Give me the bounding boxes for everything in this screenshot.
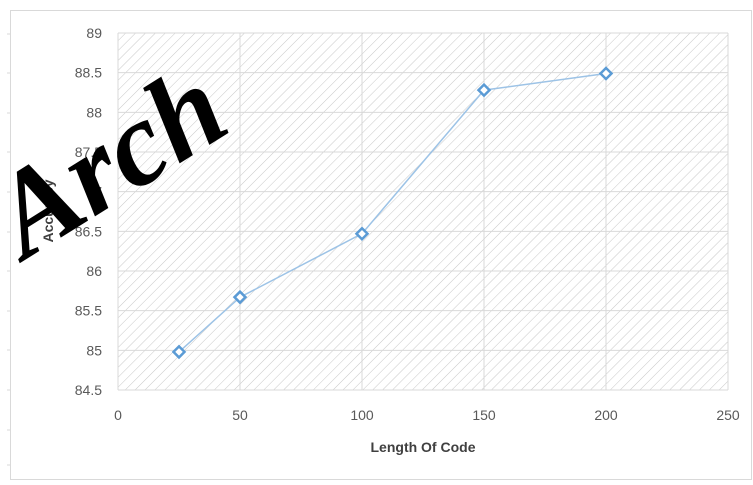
y-tick-label: 88 <box>86 104 102 120</box>
y-tick-label: 87 <box>86 184 102 200</box>
y-tick-label: 84.5 <box>75 382 102 398</box>
series-marker-layer <box>171 66 614 360</box>
left-edge-ticks <box>7 33 11 466</box>
y-tick-label: 86 <box>86 263 102 279</box>
x-tick-labels: 0 50 100 150 200 250 <box>114 407 740 423</box>
y-axis-title: Accuracy <box>40 179 56 242</box>
y-tick-label: 87.5 <box>75 144 102 160</box>
y-tick-label: 89 <box>86 25 102 41</box>
x-axis-title: Length Of Code <box>371 439 476 455</box>
y-tick-label: 88.5 <box>75 65 102 81</box>
x-tick-label: 250 <box>716 407 740 423</box>
data-point-marker <box>476 82 492 98</box>
data-point-marker <box>354 226 370 241</box>
data-point-marker <box>598 66 614 81</box>
y-tick-label: 85.5 <box>75 303 102 319</box>
x-tick-label: 0 <box>114 407 122 423</box>
x-tick-label: 100 <box>350 407 374 423</box>
x-tick-label: 50 <box>232 407 248 423</box>
y-tick-labels: 84.5 85 85.5 86 86.5 87 87.5 88 88.5 89 <box>75 25 102 398</box>
gridlines <box>117 32 729 391</box>
data-point-marker <box>232 289 248 305</box>
y-tick-label: 85 <box>86 342 102 358</box>
x-tick-label: 200 <box>594 407 618 423</box>
data-point-marker <box>171 344 187 360</box>
plot-area <box>118 33 728 390</box>
y-tick-label: 86.5 <box>75 223 102 239</box>
x-tick-label: 150 <box>472 407 496 423</box>
